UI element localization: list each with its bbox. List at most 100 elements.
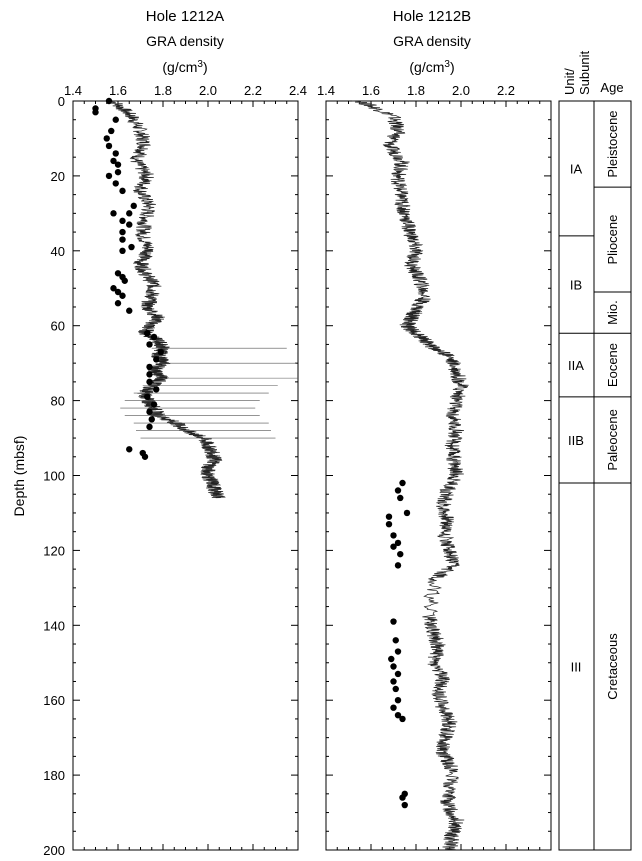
discrete-density-point [112, 150, 119, 157]
discrete-density-point [105, 172, 113, 180]
x-tick-label: 2.4 [289, 83, 307, 98]
discrete-density-point [126, 221, 133, 228]
discrete-density-point [119, 247, 126, 254]
y-axis-label: Depth (mbsf) [11, 436, 27, 517]
discrete-density-point [148, 416, 155, 423]
y-tick-label: 160 [43, 693, 65, 708]
y-tick-label: 20 [51, 169, 65, 184]
discrete-density-point [128, 243, 135, 251]
discrete-density-point [394, 487, 402, 494]
discrete-density-point [141, 453, 149, 460]
discrete-density-point [153, 356, 160, 363]
discrete-density-point [146, 371, 153, 378]
age-label: Pleistocene [605, 110, 620, 177]
x-tick-label: 1.4 [317, 83, 335, 98]
discrete-density-point [119, 292, 126, 299]
discrete-density-point [146, 341, 153, 348]
age-header: Age [600, 80, 623, 95]
discrete-density-point [114, 300, 122, 307]
discrete-density-point [394, 670, 402, 678]
x-tick-label: 1.4 [64, 83, 82, 98]
discrete-density-point [390, 678, 397, 685]
discrete-density-point [119, 228, 126, 236]
x-tick-label: 2.2 [244, 83, 262, 98]
discrete-density-point [126, 210, 133, 217]
discrete-density-point [146, 408, 153, 416]
discrete-density-point [397, 550, 404, 558]
discrete-density-point [399, 794, 406, 801]
discrete-density-point [399, 715, 406, 723]
panel-b-xunit-sup: 3 [444, 59, 450, 70]
discrete-density-point [146, 423, 153, 431]
x-tick-label: 2.0 [199, 83, 217, 98]
age-label: Cretaceous [605, 633, 620, 700]
age-label: Pliocene [605, 215, 620, 265]
discrete-density-point [390, 663, 397, 670]
discrete-density-point [144, 393, 151, 401]
discrete-density-point [130, 202, 137, 210]
panel-b-xunit-base: (g/cm [409, 59, 444, 75]
panel-b-title: Hole 1212B [393, 8, 471, 25]
discrete-density-point [388, 655, 395, 663]
y-tick-label: 200 [43, 843, 65, 858]
discrete-density-point [105, 142, 113, 150]
discrete-density-point [121, 277, 128, 284]
discrete-density-point [119, 236, 126, 243]
panel-a-title: Hole 1212A [146, 8, 224, 25]
discrete-density-point [397, 494, 404, 502]
y-tick-label: 80 [51, 394, 65, 409]
discrete-density-point [114, 161, 122, 168]
gra-density-trace [351, 100, 469, 850]
unit-label: IB [570, 278, 582, 293]
x-tick-label: 1.6 [362, 83, 380, 98]
age-label: Paleocene [605, 409, 620, 470]
discrete-density-point [392, 637, 399, 644]
discrete-density-point [126, 446, 133, 453]
discrete-density-point [390, 704, 397, 711]
discrete-density-point [110, 157, 117, 165]
unit-column: IA IB IIA IIB III Pleistocene Pliocene Mio. Eoce… [559, 110, 631, 700]
discrete-density-point [126, 307, 133, 314]
discrete-density-point [92, 109, 99, 116]
age-label: Mio. [605, 300, 620, 325]
y-tick-label: 60 [51, 319, 65, 334]
panel-a-xunit-base: (g/cm [162, 59, 197, 75]
discrete-density-point [150, 401, 158, 408]
panel-a-xunit-close: ) [203, 59, 208, 75]
panel-b-xlabel: GRA density [393, 33, 471, 49]
panel-b-frame [325, 100, 552, 851]
discrete-density-point [108, 127, 115, 135]
discrete-density-point [385, 520, 393, 528]
discrete-density-point [110, 285, 117, 292]
unit-label: III [571, 659, 582, 674]
panel-a-xunit-sup: 3 [197, 59, 203, 70]
discrete-density-point [146, 363, 153, 371]
y-tick-label: 180 [43, 768, 65, 783]
unit-header: Unit/ [562, 68, 577, 95]
discrete-density-point [119, 217, 126, 225]
discrete-density-point [110, 210, 117, 217]
y-tick-label: 0 [58, 94, 65, 109]
discrete-density-point [105, 97, 113, 105]
age-label: Eocene [605, 343, 620, 387]
discrete-density-point [394, 648, 402, 655]
panel-b-plot: 1.4 1.6 1.8 2.0 2.2 [317, 83, 552, 851]
discrete-density-point [394, 562, 402, 569]
discrete-density-point [403, 509, 411, 517]
discrete-density-point [399, 479, 406, 487]
panel-a-xunit: (g/cm3) [162, 59, 207, 75]
x-tick-label: 2.0 [452, 83, 470, 98]
y-tick-label: 140 [43, 618, 65, 633]
panel-a-plot: 1.4 1.6 1.8 2.0 2.2 2.4 0 20 40 60 80 100 120 140 160 1… [43, 83, 307, 858]
y-tick-label: 120 [43, 543, 65, 558]
discrete-density-point [146, 378, 153, 386]
y-tick-label: 100 [43, 469, 65, 484]
discrete-density-point [390, 618, 397, 625]
panel-a-frame [72, 100, 299, 851]
subunit-header: Subunit [577, 51, 592, 95]
discrete-density-point [401, 801, 408, 809]
discrete-density-point [385, 513, 393, 520]
discrete-density-point [114, 288, 122, 296]
discrete-density-point [150, 333, 158, 341]
